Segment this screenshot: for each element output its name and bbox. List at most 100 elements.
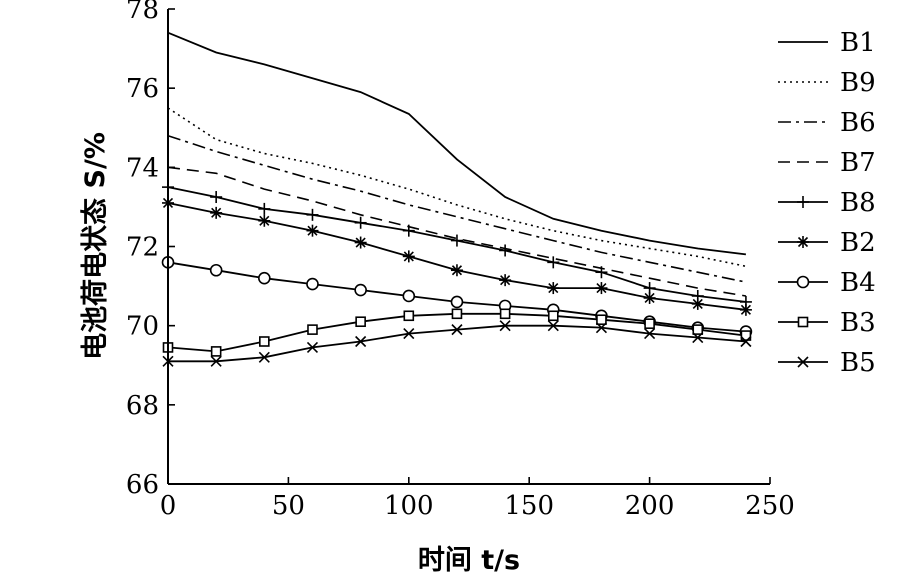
data-point-b3-10-shape [644, 318, 655, 329]
legend: B1 B9 B6 B7 B8 B2 B4 B3 B5 [778, 28, 876, 378]
data-point-b3-3-shape [307, 324, 318, 335]
x-tick-label-0: 0 [160, 491, 177, 521]
data-point-b2-1-d2 [211, 207, 222, 218]
data-point-b2-8 [547, 282, 560, 295]
data-point-b4-2-shape [258, 271, 271, 285]
axes [167, 9, 770, 485]
data-point-b5-3 [306, 341, 319, 354]
data-point-b4-6-shape [450, 295, 464, 309]
legend-item-b7: B7 [778, 148, 876, 178]
data-point-b5-12-d2 [740, 335, 752, 348]
data-point-b2-9 [595, 282, 608, 295]
y-tick-label-68: 68 [126, 391, 159, 421]
data-point-b5-11-d2 [692, 331, 704, 344]
legend-marker-b8 [797, 196, 809, 208]
data-point-b4-4-shape [354, 283, 367, 297]
data-point-b2-9-d2 [596, 282, 607, 294]
data-point-b4-4 [354, 283, 367, 297]
data-point-b3-9 [596, 314, 607, 326]
data-point-b2-12-d2 [740, 304, 751, 315]
data-point-b2-11-d2 [692, 298, 703, 309]
data-point-b5-8 [547, 320, 559, 332]
data-point-b5-9 [595, 322, 608, 334]
data-point-b3-7-shape [499, 308, 511, 320]
data-point-b5-8-d2 [547, 320, 559, 332]
data-point-b2-12 [739, 303, 752, 316]
legend-item-b1: B1 [778, 28, 876, 58]
data-point-b3-7 [499, 308, 511, 320]
data-point-b5-6 [451, 324, 463, 336]
data-point-b5-4 [355, 335, 367, 348]
data-point-b4-5 [402, 289, 416, 303]
data-point-b2-7 [499, 274, 512, 287]
data-point-b3-12-shape [740, 330, 752, 341]
data-point-b2-10-d2 [644, 292, 655, 304]
data-point-b8-3 [306, 208, 319, 221]
legend-marker-b4-shape [796, 275, 810, 289]
y-tick-label-74: 74 [126, 153, 159, 183]
legend-item-b4: B4 [778, 268, 876, 298]
y-tick-label-66: 66 [126, 470, 159, 500]
legend-label-b4: B4 [840, 268, 876, 298]
data-point-b5-9-d2 [595, 322, 608, 334]
data-point-b2-5-d2 [403, 251, 414, 262]
legend-item-b9: B9 [778, 68, 876, 98]
data-point-b4-6 [450, 295, 464, 309]
data-point-b5-7-d2 [499, 320, 511, 332]
legend-marker-b3-shape [797, 316, 809, 328]
legend-label-b9: B9 [840, 68, 876, 98]
data-point-b3-11 [692, 324, 704, 335]
legend-label-b1: B1 [840, 28, 876, 58]
y-tick-label-78: 78 [126, 0, 159, 25]
data-point-b4-2 [258, 271, 271, 285]
x-tick-label-250: 250 [745, 491, 795, 521]
data-point-b5-11 [692, 331, 704, 344]
data-point-b8-9 [595, 266, 608, 279]
data-point-b5-1 [210, 355, 222, 367]
legend-marker-b5-d2 [797, 356, 809, 368]
legend-item-b8: B8 [778, 188, 876, 218]
data-point-b3-2 [259, 336, 270, 347]
x-tick-label-50: 50 [272, 491, 305, 521]
data-point-b2-2-d2 [259, 215, 270, 226]
legend-item-b3: B3 [778, 308, 876, 338]
legend-label-b6: B6 [840, 108, 876, 138]
data-point-b3-2-shape [259, 336, 270, 347]
legend-marker-b4 [796, 275, 810, 289]
data-point-b3-12 [740, 330, 752, 341]
legend-label-b3: B3 [840, 308, 876, 338]
data-point-b8-1 [210, 191, 223, 204]
data-point-b4-3 [306, 277, 319, 291]
data-point-b3-11-shape [692, 324, 704, 335]
data-point-b5-1-d2 [210, 355, 222, 367]
data-point-b3-5-shape [403, 310, 415, 322]
data-point-b4-1-shape [209, 263, 223, 277]
legend-marker-b2 [797, 236, 809, 248]
data-point-b3-4-shape [355, 316, 366, 328]
legend-marker-b5 [797, 356, 809, 368]
series-line-b2 [167, 202, 747, 311]
data-point-b2-11 [691, 297, 704, 310]
data-point-b2-2 [258, 214, 271, 227]
data-point-b3-9-shape [596, 314, 607, 326]
data-point-b8-7 [499, 244, 512, 257]
data-point-b2-8-d2 [548, 282, 559, 294]
data-point-b3-8-shape [547, 310, 559, 322]
series-line-b9 [167, 107, 747, 268]
series-line-b7 [167, 166, 747, 297]
data-point-b2-10 [643, 291, 656, 304]
data-point-b3-4 [355, 316, 366, 328]
y-axis-title: 电池荷电状态 S/% [80, 132, 111, 360]
legend-label-b2: B2 [840, 228, 876, 258]
y-tick-label-76: 76 [126, 74, 159, 104]
data-point-b8-6 [450, 234, 463, 247]
legend-marker-b2-d2 [797, 236, 809, 248]
legend-marker-b3 [797, 316, 809, 328]
plot-series-group [161, 31, 753, 367]
series-line-b1 [167, 31, 747, 256]
data-point-b3-10 [644, 318, 655, 329]
data-point-b2-6-d2 [451, 265, 463, 276]
series-line-b3 [167, 312, 747, 353]
data-point-b2-4 [354, 236, 367, 249]
data-point-b5-5 [403, 328, 415, 340]
